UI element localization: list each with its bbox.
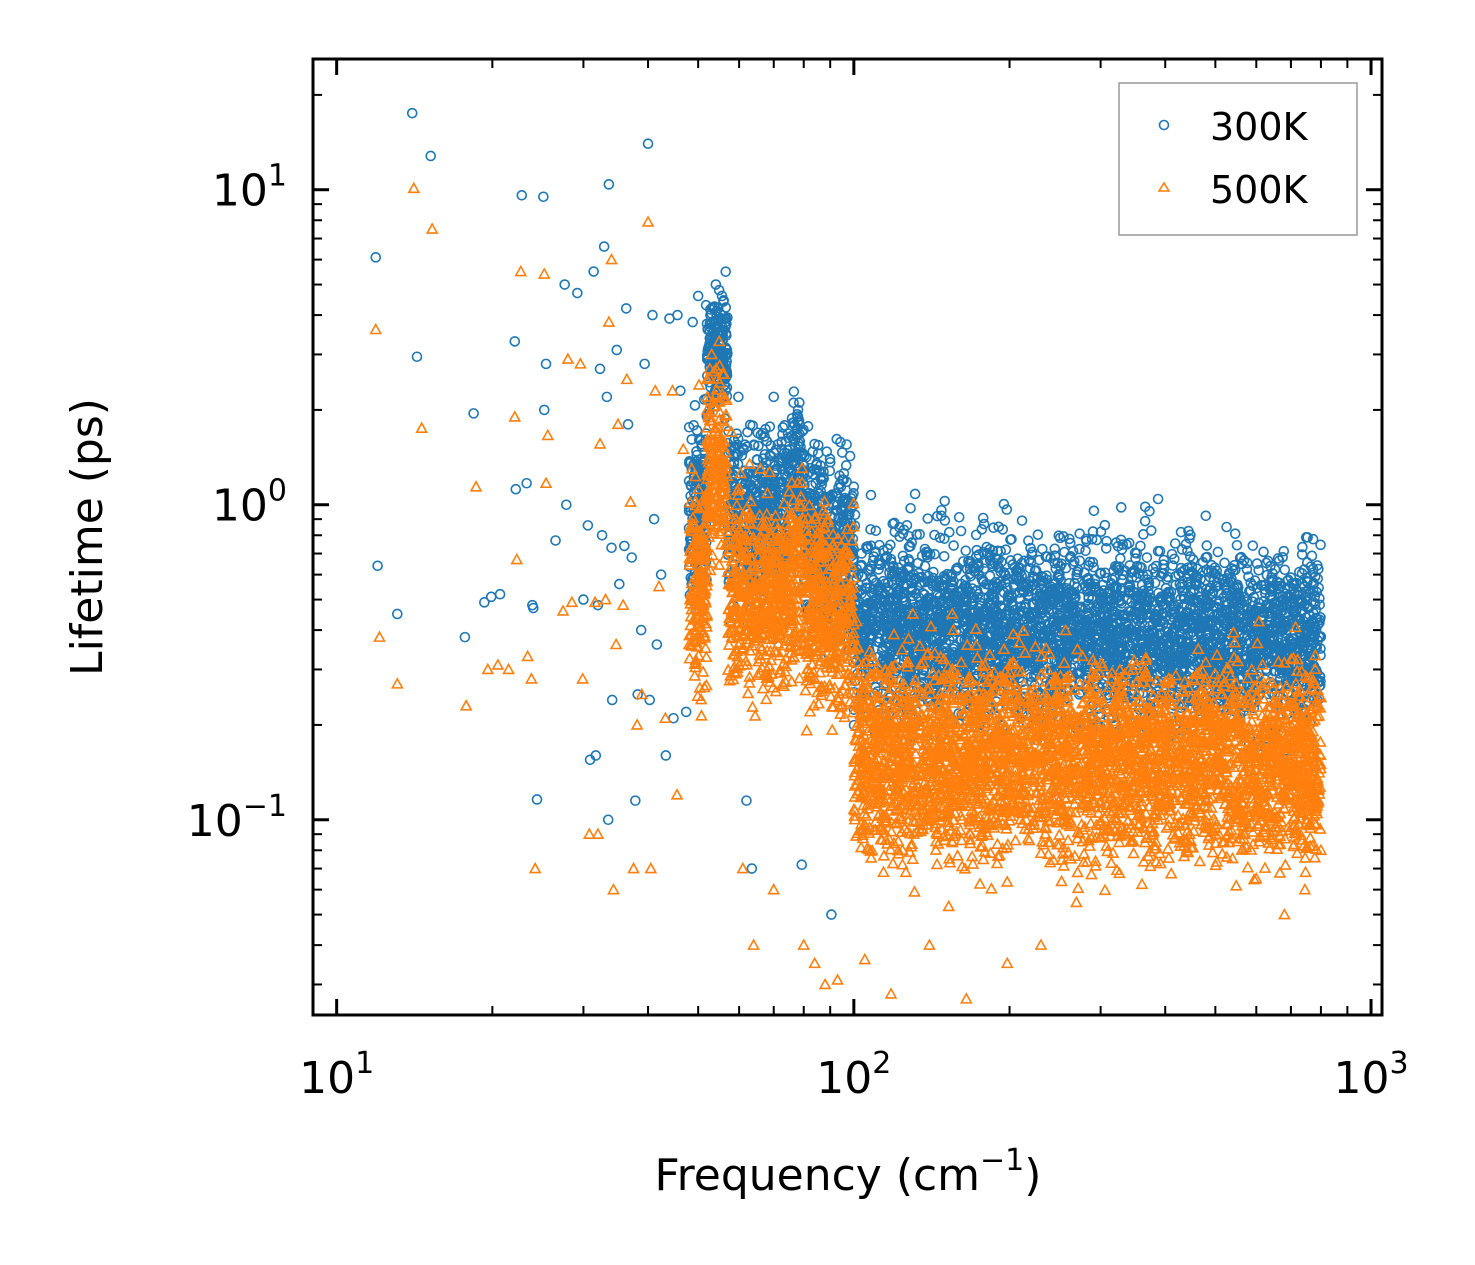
scatter-chart: 101 102 103 10−1 100 101 Frequency (cm−1… [0, 0, 1475, 1265]
